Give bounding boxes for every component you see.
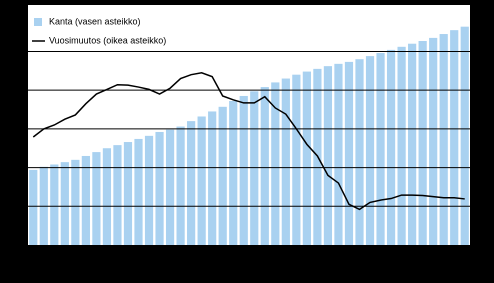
bar [176,126,185,245]
bar [344,61,354,245]
bar [123,142,133,245]
bar [397,46,406,245]
bar [323,66,333,246]
bar [229,101,238,245]
bar [144,135,154,245]
bar [365,56,375,246]
bar [334,63,343,245]
bar [208,111,217,245]
bar [376,53,385,245]
bar [260,87,269,245]
bar [60,162,69,245]
bar [102,148,112,245]
bar [460,26,469,246]
bar [134,138,143,245]
bar [50,164,59,245]
bar [439,34,448,245]
bar [71,159,80,245]
bar [450,30,459,246]
bar [29,169,38,245]
bar [197,116,206,245]
bar [113,145,122,245]
legend-swatch [34,18,42,26]
bar [81,155,90,245]
bar [250,91,259,246]
legend-label: Kanta (vasen asteikko) [49,16,141,26]
bar [239,95,248,245]
bar [408,43,417,245]
bar [429,37,438,245]
bar [155,131,164,245]
bar [271,82,280,245]
bar [418,41,427,245]
bar [218,106,227,245]
bar [187,121,196,245]
bar [292,74,301,245]
bar [92,152,101,245]
bar [165,129,175,245]
bar [386,49,396,245]
bar [355,59,364,246]
bar [281,78,290,245]
legend-label: Vuosimuutos (oikea asteikko) [49,35,166,45]
plot-area [28,5,470,245]
bar [302,71,311,245]
line [32,71,465,211]
